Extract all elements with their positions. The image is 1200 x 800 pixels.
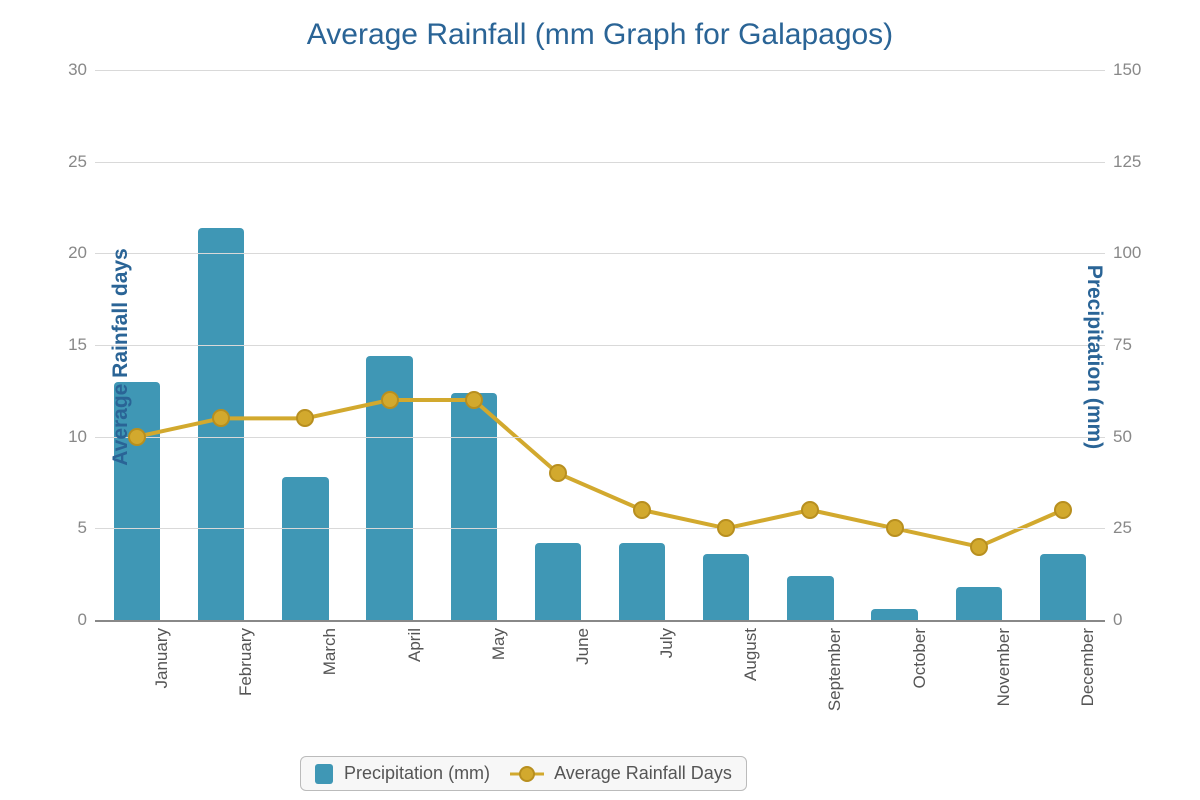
line-swatch-icon bbox=[510, 764, 544, 784]
line-marker bbox=[801, 501, 819, 519]
category-label: March bbox=[310, 628, 340, 675]
left-tick-label: 15 bbox=[27, 335, 87, 355]
line-marker bbox=[633, 501, 651, 519]
category-label: May bbox=[479, 628, 509, 660]
line-marker bbox=[296, 409, 314, 427]
left-tick-label: 25 bbox=[27, 152, 87, 172]
right-tick-label: 25 bbox=[1113, 518, 1173, 538]
right-tick-label: 75 bbox=[1113, 335, 1173, 355]
plot-area: JanuaryFebruaryMarchAprilMayJuneJulyAugu… bbox=[95, 70, 1105, 622]
line-marker bbox=[717, 519, 735, 537]
right-tick-label: 50 bbox=[1113, 427, 1173, 447]
legend-bars-label: Precipitation (mm) bbox=[344, 763, 490, 783]
category-label: September bbox=[815, 628, 845, 711]
category-label: December bbox=[1068, 628, 1098, 706]
legend: Precipitation (mm) Average Rainfall Days bbox=[300, 756, 747, 791]
right-tick-label: 0 bbox=[1113, 610, 1173, 630]
line-marker bbox=[1054, 501, 1072, 519]
right-axis-title: Precipitation (mm) bbox=[1082, 265, 1106, 449]
rainfall-chart: Average Rainfall (mm Graph for Galapagos… bbox=[0, 0, 1200, 800]
left-tick-label: 5 bbox=[27, 518, 87, 538]
left-tick-label: 0 bbox=[27, 610, 87, 630]
line-marker bbox=[465, 391, 483, 409]
category-label: August bbox=[731, 628, 761, 681]
legend-line-label: Average Rainfall Days bbox=[554, 763, 732, 783]
right-tick-label: 150 bbox=[1113, 60, 1173, 80]
bar-swatch-icon bbox=[315, 764, 333, 784]
left-tick-label: 20 bbox=[27, 243, 87, 263]
line-marker bbox=[212, 409, 230, 427]
legend-item-bars: Precipitation (mm) bbox=[315, 763, 490, 784]
category-label: October bbox=[900, 628, 930, 688]
category-label: January bbox=[142, 628, 172, 688]
legend-item-line: Average Rainfall Days bbox=[510, 763, 732, 784]
right-tick-label: 125 bbox=[1113, 152, 1173, 172]
left-axis-title: Average Rainfall days bbox=[109, 248, 133, 466]
line-marker bbox=[970, 538, 988, 556]
category-label: November bbox=[984, 628, 1014, 706]
category-label: April bbox=[395, 628, 425, 662]
line-marker bbox=[381, 391, 399, 409]
line-marker bbox=[886, 519, 904, 537]
category-label: February bbox=[226, 628, 256, 696]
chart-title: Average Rainfall (mm Graph for Galapagos… bbox=[0, 18, 1200, 52]
left-tick-label: 30 bbox=[27, 60, 87, 80]
left-tick-label: 10 bbox=[27, 427, 87, 447]
category-label: June bbox=[563, 628, 593, 665]
right-tick-label: 100 bbox=[1113, 243, 1173, 263]
category-label: July bbox=[647, 628, 677, 658]
line-marker bbox=[549, 464, 567, 482]
